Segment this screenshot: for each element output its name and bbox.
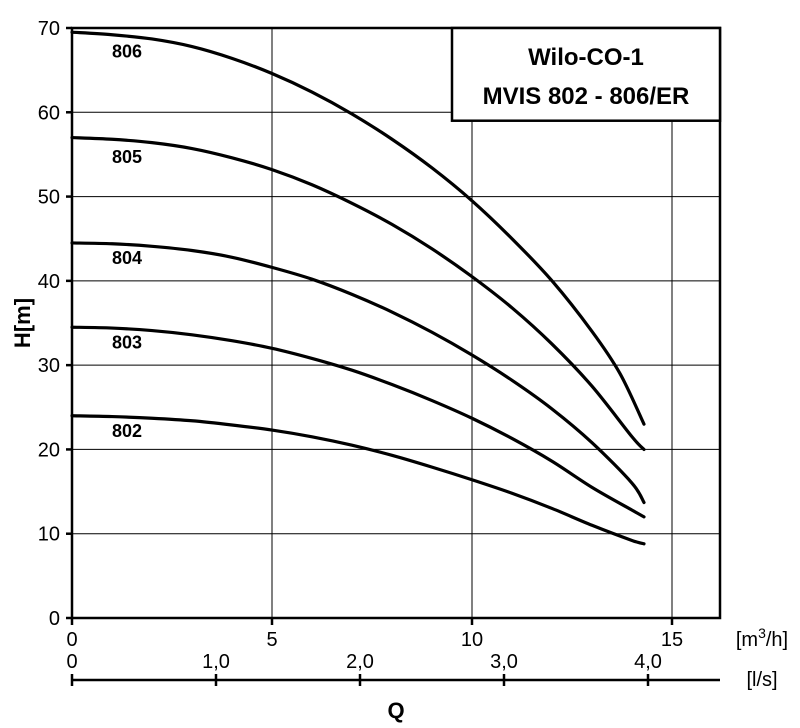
- xtick-1-label: 10: [461, 629, 483, 651]
- xtick-1-label: 0: [66, 629, 77, 651]
- curve-label-802: 802: [112, 421, 142, 441]
- ytick-label: 50: [38, 187, 60, 209]
- xtick-2-label: 4,0: [634, 651, 662, 673]
- x-axis-label: Q: [387, 698, 404, 723]
- title-line-2: MVIS 802 - 806/ER: [483, 83, 690, 110]
- ytick-label: 70: [38, 18, 60, 40]
- xtick-2-label: 3,0: [490, 651, 518, 673]
- curve-label-803: 803: [112, 332, 142, 352]
- ytick-label: 30: [38, 355, 60, 377]
- ytick-label: 20: [38, 439, 60, 461]
- ytick-label: 0: [49, 608, 60, 630]
- ytick-label: 40: [38, 271, 60, 293]
- ytick-label: 60: [38, 102, 60, 124]
- curve-label-804: 804: [112, 248, 142, 268]
- curve-label-805: 805: [112, 147, 142, 167]
- xtick-1-label: 5: [266, 629, 277, 651]
- xtick-2-label: 2,0: [346, 651, 374, 673]
- x2-unit: [l/s]: [746, 669, 777, 691]
- xtick-2-label: 1,0: [202, 651, 230, 673]
- ytick-label: 10: [38, 524, 60, 546]
- xtick-2-label: 0: [66, 651, 77, 673]
- curve-label-806: 806: [112, 42, 142, 62]
- title-line-1: Wilo-CO-1: [528, 44, 644, 71]
- xtick-1-label: 15: [661, 629, 683, 651]
- y-axis-label: H[m]: [10, 298, 35, 348]
- chart-svg: 010203040506070H[m]051015[m3/h]01,02,03,…: [0, 0, 800, 728]
- pump-curve-chart: 010203040506070H[m]051015[m3/h]01,02,03,…: [0, 0, 800, 728]
